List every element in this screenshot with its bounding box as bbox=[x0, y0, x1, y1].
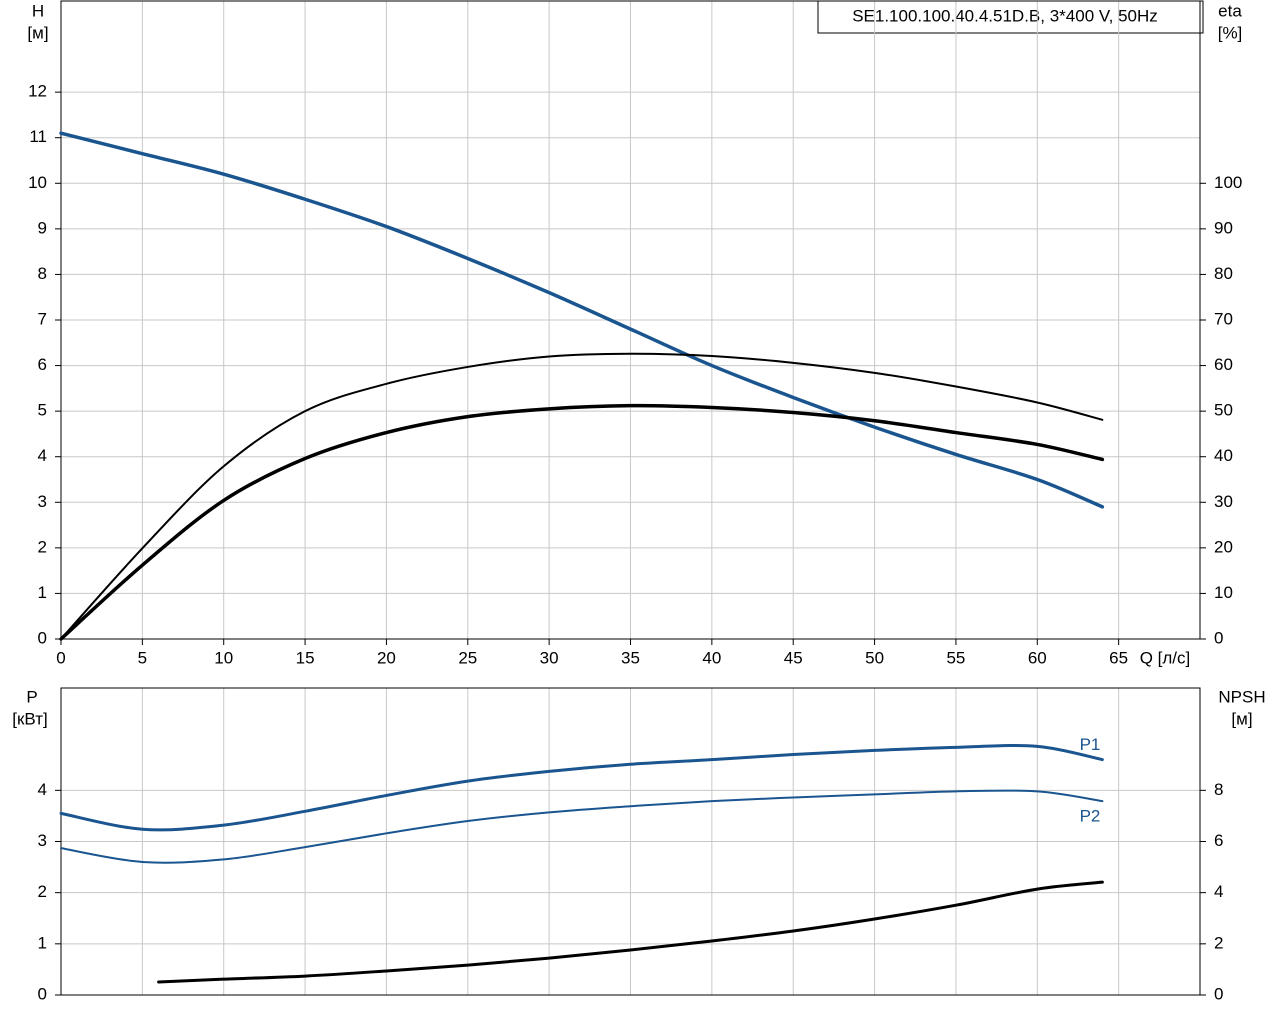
y2-tick-label: 50 bbox=[1214, 401, 1233, 420]
y2-tick-label: 60 bbox=[1214, 355, 1233, 374]
x-label: Q [л/с] bbox=[1140, 648, 1191, 667]
y-tick-label: 11 bbox=[29, 127, 47, 146]
y-unit: [кВт] bbox=[12, 709, 47, 728]
curve bbox=[157, 880, 1104, 984]
y2-tick-label: 6 bbox=[1214, 831, 1223, 850]
y-tick-label: 6 bbox=[38, 355, 47, 374]
x-tick-label: 25 bbox=[458, 648, 477, 667]
curve bbox=[59, 403, 1105, 641]
x-tick-label: 60 bbox=[1028, 648, 1047, 667]
y2-unit: [м] bbox=[1231, 709, 1252, 728]
y-unit: [м] bbox=[27, 23, 48, 42]
y-tick-label: 4 bbox=[38, 446, 47, 465]
x-tick-label: 15 bbox=[296, 648, 315, 667]
y2-unit: [%] bbox=[1218, 23, 1243, 42]
y2-tick-label: 10 bbox=[1214, 583, 1233, 602]
y2-label: eta bbox=[1218, 1, 1242, 20]
y2-tick-label: 100 bbox=[1214, 173, 1242, 192]
y-tick-label: 2 bbox=[38, 537, 47, 556]
y-tick-label: 10 bbox=[28, 173, 47, 192]
y-tick-label: 4 bbox=[38, 780, 47, 799]
series-label: P2 bbox=[1080, 807, 1101, 826]
y-tick-label: 2 bbox=[38, 882, 47, 901]
x-tick-label: 55 bbox=[946, 648, 965, 667]
curve bbox=[59, 744, 1104, 832]
y-tick-label: 8 bbox=[38, 264, 47, 283]
y2-label: NPSH bbox=[1218, 687, 1265, 706]
x-tick-label: 65 bbox=[1109, 648, 1128, 667]
y-tick-label: 3 bbox=[38, 492, 47, 511]
y2-tick-label: 70 bbox=[1214, 309, 1233, 328]
y2-tick-label: 80 bbox=[1214, 264, 1233, 283]
y-label: P bbox=[26, 687, 37, 706]
x-tick-label: 20 bbox=[377, 648, 396, 667]
y-tick-label: 9 bbox=[38, 218, 47, 237]
y-tick-label: 12 bbox=[28, 82, 47, 101]
y-tick-label: 5 bbox=[38, 401, 47, 420]
y2-tick-label: 30 bbox=[1214, 492, 1233, 511]
y2-tick-label: 20 bbox=[1214, 537, 1233, 556]
y2-tick-label: 0 bbox=[1214, 628, 1223, 647]
series-label: P1 bbox=[1080, 735, 1101, 754]
y-tick-label: 1 bbox=[38, 933, 47, 952]
chart-title: SE1.100.100.40.4.51D.B, 3*400 V, 50Hz bbox=[852, 6, 1158, 25]
x-tick-label: 0 bbox=[56, 648, 65, 667]
y2-tick-label: 40 bbox=[1214, 446, 1233, 465]
y-tick-label: 0 bbox=[38, 984, 47, 1003]
x-tick-label: 10 bbox=[214, 648, 233, 667]
y-label: H bbox=[32, 1, 44, 20]
x-tick-label: 40 bbox=[702, 648, 721, 667]
y2-tick-label: 2 bbox=[1214, 933, 1223, 952]
x-tick-label: 45 bbox=[784, 648, 803, 667]
x-tick-label: 30 bbox=[540, 648, 559, 667]
y2-tick-label: 90 bbox=[1214, 218, 1233, 237]
x-tick-label: 35 bbox=[621, 648, 640, 667]
title-box bbox=[817, 0, 1204, 34]
y-tick-label: 1 bbox=[38, 583, 47, 602]
plot-frame bbox=[60, 0, 1201, 640]
x-tick-label: 5 bbox=[138, 648, 147, 667]
curve bbox=[59, 131, 1105, 509]
y-tick-label: 7 bbox=[38, 309, 47, 328]
y2-tick-label: 8 bbox=[1214, 780, 1223, 799]
y2-tick-label: 0 bbox=[1214, 984, 1223, 1003]
curve bbox=[60, 352, 1104, 640]
y-tick-label: 3 bbox=[38, 831, 47, 850]
plot-frame bbox=[60, 687, 1201, 996]
curve bbox=[60, 789, 1104, 864]
y2-tick-label: 4 bbox=[1214, 882, 1223, 901]
x-tick-label: 50 bbox=[865, 648, 884, 667]
y-tick-label: 0 bbox=[38, 628, 47, 647]
